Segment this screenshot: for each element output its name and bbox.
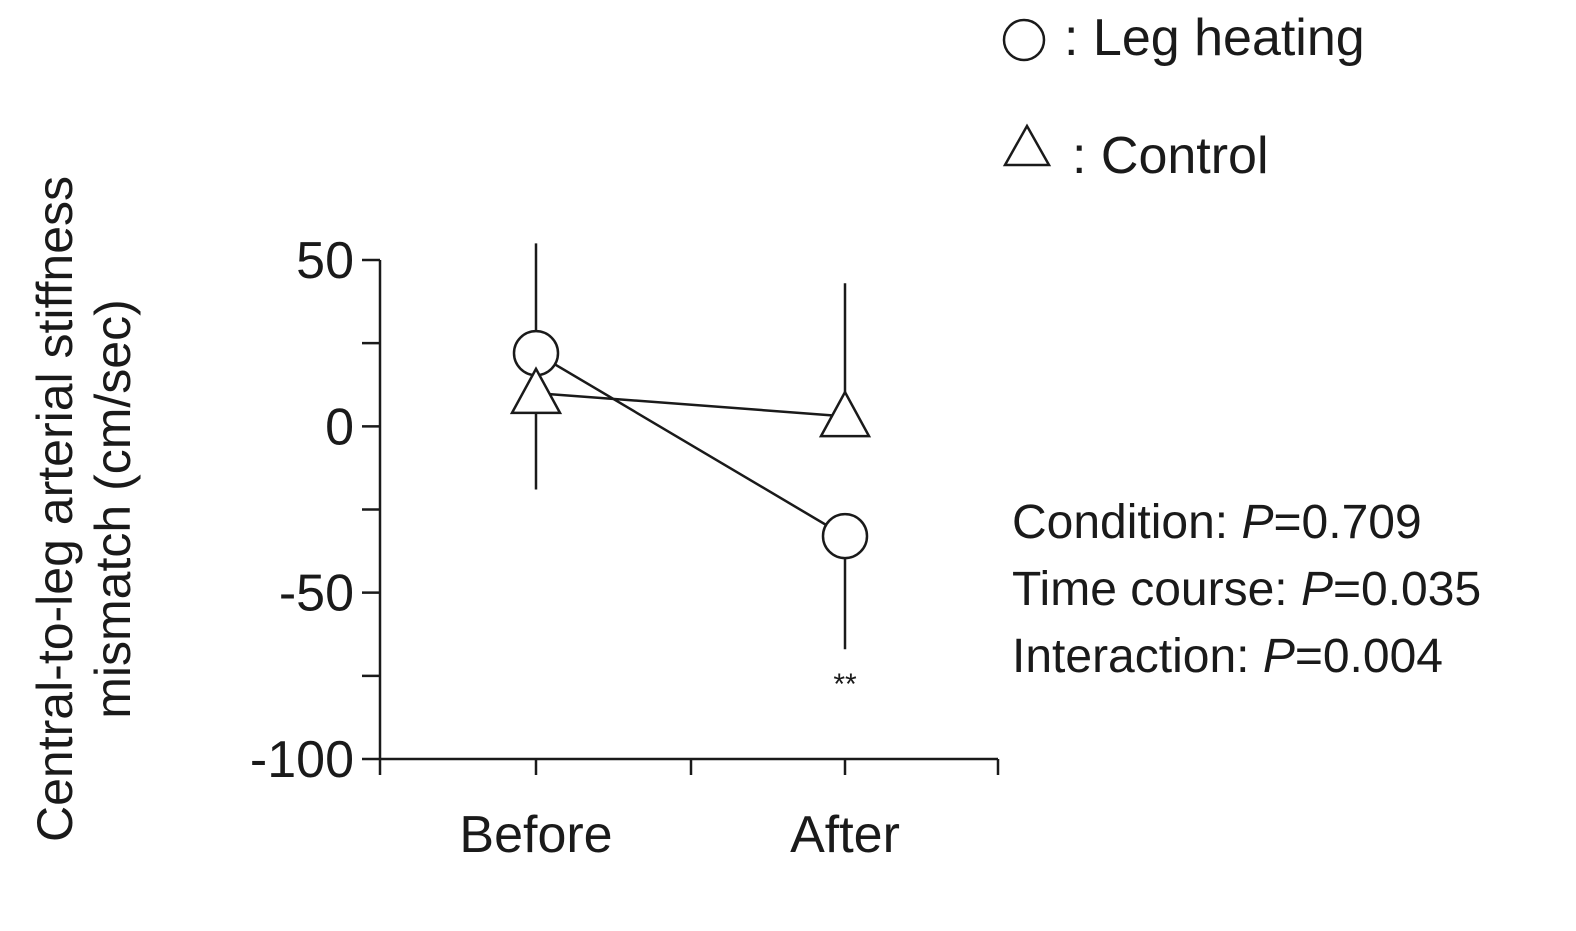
y-axis-title-line-1: Central-to-leg arterial stiffness [27, 176, 83, 842]
legend-label-control: : Control [1072, 127, 1269, 185]
significance-marker: ** [833, 668, 857, 701]
legend: : Leg heating : Control [1002, 9, 1365, 185]
annotation-layer: ** [833, 668, 857, 701]
stat-interaction: Interaction: P=0.004 [1012, 630, 1443, 683]
series-control [534, 283, 847, 490]
y-tick-label: -50 [279, 565, 354, 623]
y-axis-title: Central-to-leg arterial stiffness mismat… [27, 176, 141, 842]
series-line [535, 391, 846, 418]
stat-condition: Condition: P=0.709 [1012, 496, 1422, 549]
data-point-circle [821, 512, 869, 560]
stats-block: Condition: P=0.709 Time course: P=0.035 … [1012, 496, 1481, 683]
y-axis-title-line-2: mismatch (cm/sec) [85, 299, 141, 718]
series-layer [509, 243, 872, 650]
y-tick-label: -100 [250, 731, 354, 789]
legend-triangle-marker [1002, 123, 1052, 167]
series-line [535, 352, 846, 538]
x-tick-label: After [790, 806, 900, 864]
axes: 50 0 -50 -100 Before After [250, 232, 1000, 864]
x-tick-label: Before [459, 806, 612, 864]
y-tick-label: 0 [325, 398, 354, 456]
series-leg-heating [534, 243, 847, 650]
markers-leg-heating [512, 329, 869, 560]
data-point-triangle [818, 389, 872, 438]
y-tick-label: 50 [296, 232, 354, 290]
data-point-triangle [509, 366, 563, 415]
markers-control [509, 366, 872, 438]
legend-circle-marker [1002, 18, 1046, 62]
stat-time-course: Time course: P=0.035 [1012, 563, 1481, 616]
legend-label-leg-heating: : Leg heating [1064, 9, 1365, 67]
